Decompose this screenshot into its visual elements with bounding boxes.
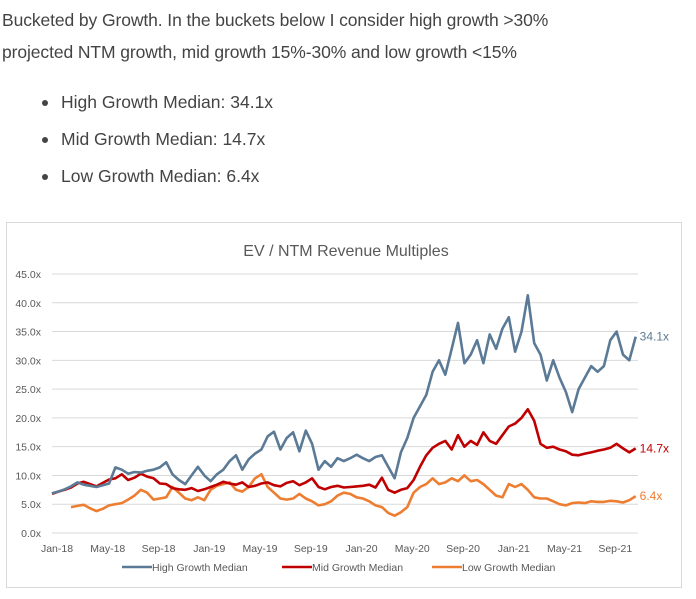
end-label: 34.1x: [640, 330, 669, 344]
y-tick-label: 30.0x: [15, 355, 41, 367]
bullet-dot-icon: [42, 174, 48, 180]
series-line-high-growth-median: [51, 294, 637, 495]
x-tick-label: Sep-21: [598, 543, 632, 555]
series-line-mid-growth-median: [51, 408, 637, 496]
x-tick-label: May-20: [395, 543, 430, 555]
series-line-low-growth-median: [70, 473, 637, 517]
bullet-high-growth: High Growth Median: 34.1x: [40, 87, 273, 124]
legend-item: Mid Growth Median: [282, 562, 403, 574]
legend-label: Low Growth Median: [462, 562, 556, 574]
intro-line-1: Bucketed by Growth. In the buckets below…: [2, 10, 549, 30]
legend: High Growth Median Mid Growth Median Low G…: [122, 562, 556, 574]
legend-item: High Growth Median: [122, 562, 248, 574]
x-tick-label: Jan-20: [345, 543, 377, 555]
x-axis-ticks: Jan-18 May-18 Sep-18 Jan-19 May-19 Sep-19 Jan-…: [41, 543, 632, 555]
x-tick-label: May-18: [90, 543, 125, 555]
x-tick-label: Sep-19: [294, 543, 328, 555]
bullet-dot-icon: [42, 100, 48, 106]
y-tick-label: 0.0x: [21, 528, 42, 540]
x-tick-label: May-19: [243, 543, 278, 555]
intro-paragraph: Bucketed by Growth. In the buckets below…: [2, 4, 692, 68]
y-tick-label: 25.0x: [15, 384, 41, 396]
y-tick-label: 15.0x: [15, 442, 41, 454]
legend-label: Mid Growth Median: [312, 562, 403, 574]
y-tick-label: 20.0x: [15, 413, 41, 425]
end-label: 6.4x: [640, 489, 663, 503]
bullet-text: Mid Growth Median: 14.7x: [61, 129, 266, 149]
intro-line-2: projected NTM growth, mid growth 15%-30%…: [2, 42, 517, 62]
x-tick-label: Jan-19: [193, 543, 225, 555]
bullet-text: High Growth Median: 34.1x: [61, 92, 274, 112]
y-tick-label: 45.0x: [15, 269, 41, 281]
x-tick-label: May-21: [547, 543, 582, 555]
end-label: 14.7x: [640, 441, 669, 455]
legend-label: High Growth Median: [152, 562, 248, 574]
y-tick-label: 40.0x: [15, 298, 41, 310]
x-tick-label: Sep-20: [446, 543, 480, 555]
bullet-dot-icon: [42, 137, 48, 143]
x-tick-label: Jan-21: [498, 543, 530, 555]
y-axis-ticks: 0.0x 5.0x 10.0x 15.0x 20.0x 25.0x 30.0x 35.0x 40…: [15, 269, 41, 540]
legend-item: Low Growth Median: [432, 562, 556, 574]
end-labels: 6.4x 14.7x 34.1x: [640, 330, 669, 503]
bullet-mid-growth: Mid Growth Median: 14.7x: [40, 124, 273, 161]
x-tick-label: Jan-18: [41, 543, 73, 555]
y-tick-label: 10.0x: [15, 470, 41, 482]
x-tick-label: Sep-18: [142, 543, 176, 555]
gridlines: [52, 273, 638, 534]
y-tick-label: 35.0x: [15, 327, 41, 339]
series-lines: [51, 294, 637, 517]
bullet-low-growth: Low Growth Median: 6.4x: [40, 161, 273, 198]
median-bullet-list: High Growth Median: 34.1x Mid Growth Med…: [40, 87, 273, 198]
y-tick-label: 5.0x: [21, 499, 42, 511]
bullet-text: Low Growth Median: 6.4x: [61, 166, 260, 186]
chart-title: EV / NTM Revenue Multiples: [243, 243, 448, 260]
